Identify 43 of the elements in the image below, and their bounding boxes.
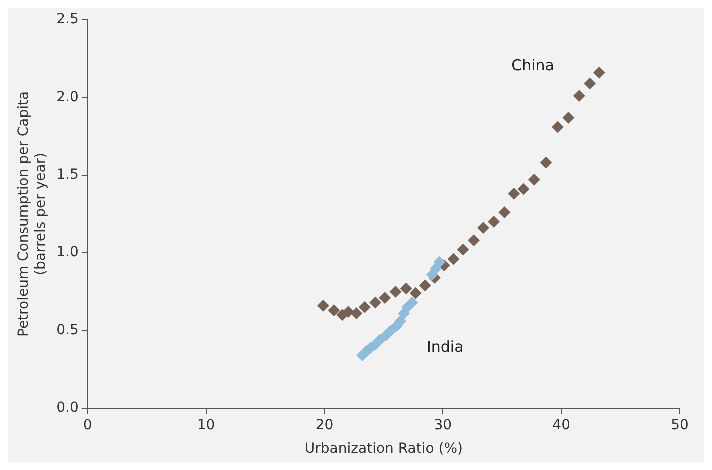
y-tick-label: 1.0 (56, 244, 79, 261)
point (400, 282, 412, 295)
point (468, 234, 480, 247)
point (370, 296, 382, 309)
x-tick-label: 0 (83, 417, 92, 434)
point (358, 301, 371, 314)
point (477, 222, 490, 234)
point (379, 292, 392, 304)
point (528, 174, 540, 186)
point (410, 287, 422, 300)
point (498, 206, 511, 219)
point (419, 280, 432, 292)
point (508, 188, 520, 200)
x-tick-label: 30 (434, 417, 452, 434)
x-tick-label: 20 (316, 417, 334, 434)
point (406, 296, 418, 309)
point (390, 286, 402, 298)
series-label: China (512, 56, 554, 75)
point (457, 244, 470, 256)
point (350, 308, 363, 320)
point (328, 304, 340, 317)
series-label: India (426, 338, 464, 356)
point (448, 253, 460, 266)
y-tick-label: 2.0 (56, 89, 79, 106)
point (540, 156, 552, 169)
point (518, 183, 530, 196)
point (434, 256, 446, 268)
point (593, 66, 606, 79)
y-axis-title: Petroleum Consumption per Capita (barrels per year) (16, 91, 49, 338)
point (552, 121, 564, 134)
x-tick-label: 50 (671, 417, 689, 434)
point (318, 300, 330, 312)
x-axis-title: Urbanization Ratio (%) (304, 441, 463, 458)
y-tick-label: 2.5 (56, 12, 79, 28)
point (584, 78, 596, 90)
y-tick-label: 0.5 (56, 322, 79, 338)
point (573, 90, 586, 102)
y-tick-label: 0.0 (56, 400, 79, 416)
point (488, 216, 500, 228)
y-tick-label: 1.5 (56, 167, 79, 183)
point (562, 112, 575, 124)
x-tick-label: 40 (552, 417, 570, 434)
x-tick-label: 10 (197, 417, 216, 434)
